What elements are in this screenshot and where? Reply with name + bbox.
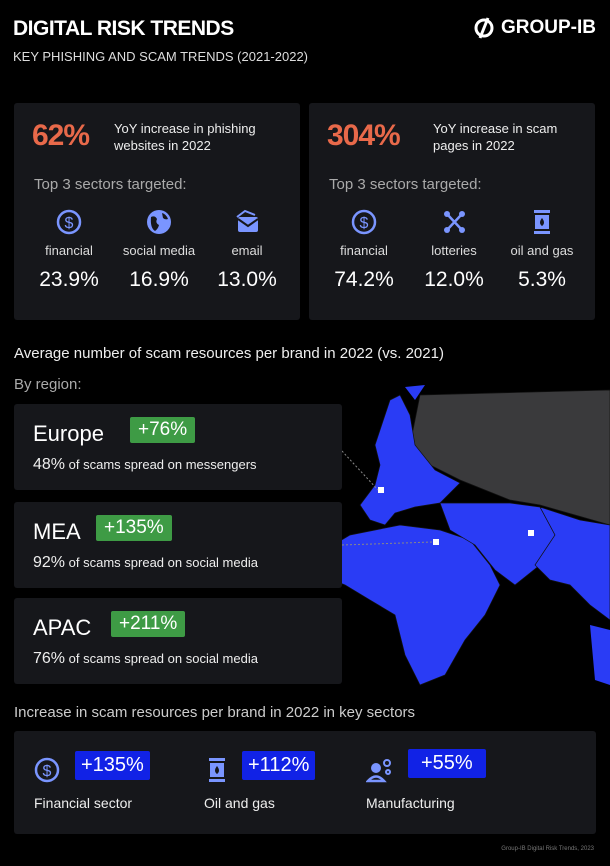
sector-lotteries: lotteries 12.0% [409, 207, 499, 292]
dollar-icon [351, 209, 377, 235]
scam-desc-line2: pages in 2022 [433, 138, 515, 153]
region-desc: of scams spread on social media [68, 651, 258, 666]
region-pct: 92% [33, 554, 66, 571]
sector-value: 16.9% [129, 268, 189, 291]
dollar-icon [34, 757, 60, 783]
scam-card: 304% YoY increase in scam pages in 2022 T… [309, 103, 595, 320]
logo-text: GROUP-IB [501, 17, 596, 38]
sector-financial: financial 74.2% [319, 207, 409, 292]
scam-desc-line1: YoY increase in scam [433, 121, 558, 136]
sector-label: Financial sector [34, 795, 133, 811]
engineer-gear-icon [366, 758, 392, 783]
sector-label: Oil and gas [204, 795, 275, 811]
footer-source: Group-IB Digital Risk Trends, 2023 [501, 846, 594, 852]
network-icon [442, 209, 467, 235]
region-change-badge: +76% [130, 417, 196, 443]
sector-label: email [231, 243, 263, 258]
world-map [319, 385, 610, 686]
sector-label: financial [340, 243, 388, 258]
phishing-top3-label: Top 3 sectors targeted: [34, 176, 187, 193]
dollar-icon [56, 209, 82, 235]
map-europe [359, 394, 461, 526]
logo: GROUP-IB [473, 17, 596, 39]
oil-barrel-icon [209, 758, 225, 782]
region-pct: 48% [33, 456, 66, 473]
scam-desc: YoY increase in scam pages in 2022 [433, 120, 557, 154]
region-card-europe: Europe +76% 48% of scams spread on messe… [14, 404, 342, 490]
sector-change-badge: +112% [242, 751, 316, 780]
map-africa [319, 524, 501, 686]
by-region-label: By region: [14, 376, 82, 393]
scam-value: 304% [327, 119, 401, 152]
phishing-desc: YoY increase in phishing websites in 2022 [114, 120, 256, 154]
sector-value: 12.0% [424, 268, 484, 291]
sector-value: 23.9% [39, 268, 99, 291]
sector-label: oil and gas [510, 243, 574, 258]
region-name: Europe [33, 421, 104, 446]
sector-social-media: social media 16.9% [114, 207, 204, 292]
region-text: 48% of scams spread on messengers [33, 456, 257, 474]
oil-barrel-icon [534, 210, 550, 234]
group-ib-logo-icon [474, 17, 494, 39]
map-oceania [590, 625, 610, 685]
email-icon [236, 210, 259, 233]
map-middle-east [439, 502, 556, 586]
europe-marker [378, 487, 384, 493]
map-iceland [405, 385, 425, 400]
sectors-heading: Increase in scam resources per brand in … [14, 704, 416, 721]
region-name: MEA [33, 519, 81, 544]
phishing-desc-line1: YoY increase in phishing [114, 121, 256, 136]
region-change-badge: +211% [111, 611, 186, 637]
sector-oil-and-gas: oil and gas 5.3% [497, 207, 587, 292]
phishing-desc-line2: websites in 2022 [114, 138, 211, 153]
mea-connector [341, 541, 434, 546]
region-desc: of scams spread on social media [68, 555, 258, 570]
region-pct: 76% [33, 650, 66, 667]
map-asia [534, 506, 610, 621]
globe-icon [147, 210, 171, 234]
region-card-apac: APAC +211% 76% of scams spread on social… [14, 598, 342, 684]
sector-change-badge: +135% [75, 751, 150, 780]
region-name: APAC [33, 615, 92, 640]
region-text: 76% of scams spread on social media [33, 650, 258, 668]
regions-heading: Average number of scam resources per bra… [14, 345, 444, 362]
page-subtitle: KEY PHISHING AND SCAM TRENDS (2021-2022) [13, 49, 309, 64]
sector-change-badge: +55% [408, 749, 486, 778]
sector-financial: financial 23.9% [24, 207, 114, 292]
phishing-value: 62% [32, 119, 90, 152]
sector-email: email 13.0% [202, 207, 292, 292]
sectors-card: +135% Financial sector +112% Oil and gas… [14, 731, 596, 834]
europe-connector [341, 450, 379, 491]
sector-value: 74.2% [334, 268, 394, 291]
sector-value: 5.3% [518, 268, 566, 291]
phishing-card: 62% YoY increase in phishing websites in … [14, 103, 300, 320]
region-desc: of scams spread on messengers [68, 457, 257, 472]
region-card-mea: MEA +135% 92% of scams spread on social … [14, 502, 342, 588]
page-title: DIGITAL RISK TRENDS [13, 17, 234, 40]
region-change-badge: +135% [96, 515, 172, 541]
apac-marker [528, 530, 534, 536]
sector-label: Manufacturing [366, 795, 455, 811]
scam-top3-label: Top 3 sectors targeted: [329, 176, 482, 193]
sector-label: lotteries [431, 243, 477, 258]
sector-label: financial [45, 243, 93, 258]
region-text: 92% of scams spread on social media [33, 554, 258, 572]
sector-value: 13.0% [217, 268, 277, 291]
mea-marker [433, 539, 439, 545]
sector-label: social media [122, 243, 196, 258]
